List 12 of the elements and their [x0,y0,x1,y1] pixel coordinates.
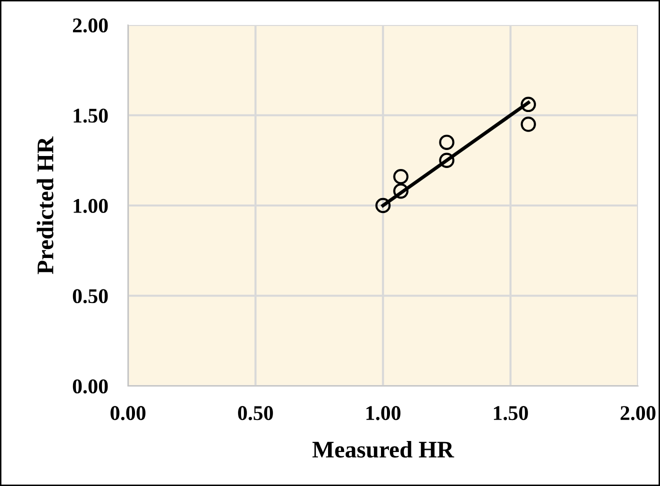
x-tick-label: 0.00 [110,406,146,420]
y-tick-label: 1.50 [74,108,108,123]
y-tick-label: 0.50 [72,289,108,304]
x-tick-label: 2.00 [620,406,656,420]
y-axis-title: Predicted HR [36,136,54,274]
y-tick-label: 0.00 [72,379,108,394]
x-tick-label: 1.50 [494,406,528,420]
x-tick-label: 1.00 [366,406,400,420]
x-axis-title: Measured HR [312,441,454,458]
y-tick-label: 2.00 [72,18,108,33]
y-tick-label: 1.00 [74,198,108,214]
x-tick-label: 0.50 [238,406,273,420]
